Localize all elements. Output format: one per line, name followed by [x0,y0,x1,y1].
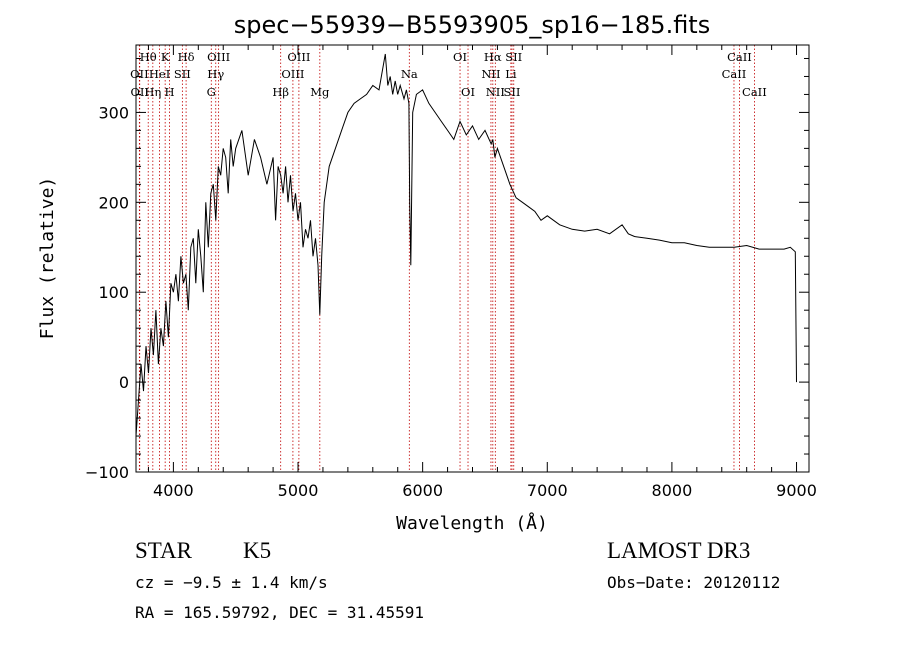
object-class: STAR [135,538,192,563]
emission-line-label: OIII [287,50,310,64]
emission-line-label: OI [453,50,467,64]
emission-line-label: CaII [722,67,747,81]
emission-line-label: SII [505,50,522,64]
emission-line-label: OII [130,67,149,81]
y-tick-label: −100 [85,463,129,482]
y-tick-label: 100 [98,283,129,302]
emission-line-label: H [165,85,175,99]
y-tick-label: 200 [98,193,129,212]
x-tick-label: 8000 [652,481,693,500]
y-tick-label: 300 [98,103,129,122]
x-tick-label: 4000 [153,481,194,500]
emission-line-label: NII [481,67,500,81]
emission-line-label: Mg [310,85,330,99]
y-tick-label: 0 [119,373,129,392]
emission-line-label: NII [486,85,505,99]
y-axis-ticks: −100 0 100 200 300 [85,57,809,482]
emission-line-label: OIII [281,67,304,81]
emission-line-label: OI [461,85,475,99]
emission-line-label: G [207,85,216,99]
emission-line-label: K [161,50,170,64]
emission-line-label: Hγ [207,67,224,81]
emission-line-label: CaII [742,85,767,99]
emission-line-label: OIII [207,50,230,64]
x-axis-label: Wavelength (Å) [396,512,548,534]
emission-line-label: SII [504,85,521,99]
emission-line-label: Hα [484,50,502,64]
plot-frame [135,44,810,473]
emission-line-label: CaII [727,50,752,64]
object-subclass: K5 [243,538,272,563]
x-axis-ticks: 4000 5000 6000 7000 8000 9000 [147,45,817,500]
emission-line-label: Hβ [272,85,289,99]
emission-line-markers [138,45,755,472]
redshift-cz: cz = −9.5 ± 1.4 km/s [135,573,328,592]
x-tick-label: 6000 [402,481,443,500]
observation-date: Obs−Date: 20120112 [607,573,781,592]
emission-line-label: Na [401,67,418,81]
emission-line-label: HeI [149,67,170,81]
y-axis-label: Flux (relative) [37,177,58,340]
x-tick-label: 5000 [278,481,319,500]
emission-line-label: Li [505,67,517,81]
emission-line-label: Hθ [140,50,157,64]
emission-line-label: OII [130,85,149,99]
coordinates: RA = 165.59792, DEC = 31.45591 [135,603,424,622]
x-tick-label: 9000 [776,481,817,500]
chart-title: spec−55939−B5593905_sp16−185.fits [234,11,710,39]
emission-line-label: Hδ [178,50,195,64]
emission-line-label: Hη [144,85,161,99]
x-tick-label: 7000 [527,481,568,500]
spectrum-series-line [135,53,797,437]
survey-name: LAMOST DR3 [607,538,751,563]
emission-line-label: SII [174,67,191,81]
